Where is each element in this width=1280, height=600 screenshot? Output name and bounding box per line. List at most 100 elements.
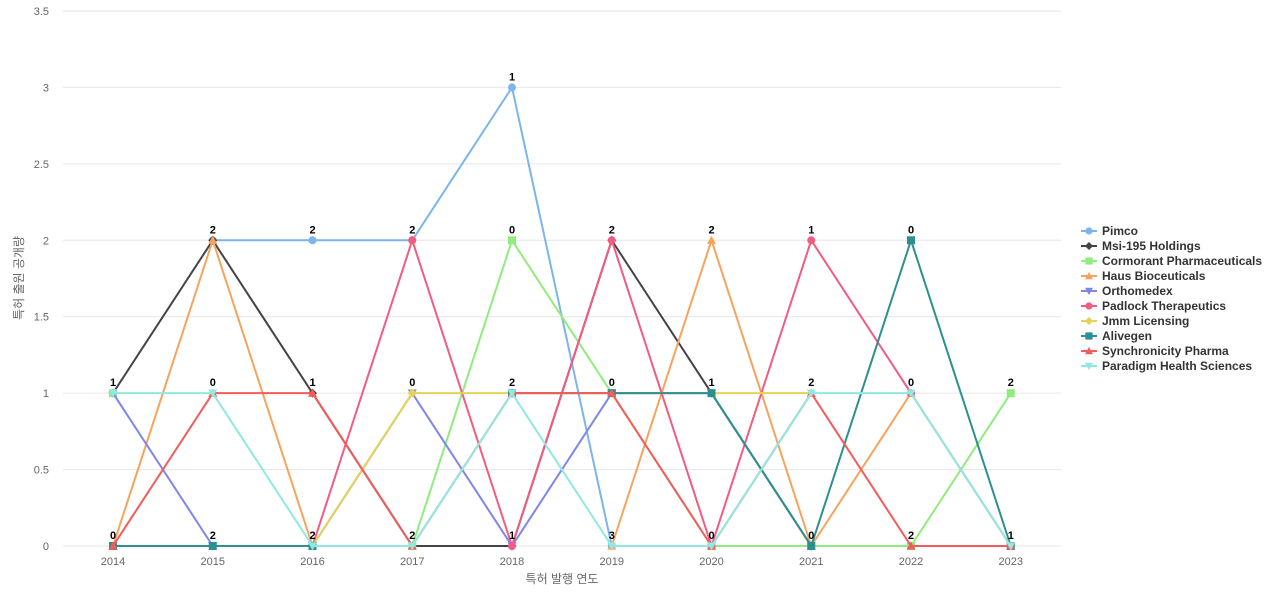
data-label: 2 xyxy=(808,377,814,389)
legend-label: Haus Bioceuticals xyxy=(1102,269,1206,283)
data-point xyxy=(308,542,317,551)
data-point xyxy=(407,388,417,398)
legend-symbol xyxy=(1084,287,1094,296)
data-label: 0 xyxy=(210,377,216,389)
data-point xyxy=(508,236,516,245)
data-point xyxy=(607,236,616,245)
data-point xyxy=(906,389,916,398)
y-tick-label: 0.5 xyxy=(34,465,49,477)
legend-symbol xyxy=(1084,316,1094,326)
legend-label: Cormorant Pharmaceuticals xyxy=(1102,254,1262,268)
series-line xyxy=(113,392,1012,547)
x-tick-label: 2022 xyxy=(899,556,923,568)
data-point xyxy=(208,235,218,244)
data-label: 2 xyxy=(210,224,216,236)
data-point xyxy=(108,541,118,550)
data-label: 2 xyxy=(708,224,714,236)
x-tick-label: 2015 xyxy=(201,556,225,568)
data-point xyxy=(707,389,716,398)
x-tick-label: 2020 xyxy=(699,556,723,568)
data-point xyxy=(508,83,516,92)
data-label: 0 xyxy=(409,377,415,389)
legend-label: Paradigm Health Sciences xyxy=(1102,359,1252,373)
data-label: 2 xyxy=(309,530,315,542)
y-tick-label: 3.5 xyxy=(34,6,49,18)
x-tick-label: 2014 xyxy=(101,556,125,568)
legend-item[interactable]: Pimco xyxy=(1081,224,1138,238)
data-label: 2 xyxy=(509,377,515,389)
data-point xyxy=(906,541,916,550)
data-point xyxy=(408,236,417,245)
legend-item[interactable]: Haus Bioceuticals xyxy=(1081,269,1206,283)
legend-item[interactable]: Padlock Therapeutics xyxy=(1081,299,1226,313)
legend-label: Padlock Therapeutics xyxy=(1102,299,1226,313)
series-8 xyxy=(108,388,1016,550)
legend-item[interactable]: Orthomedex xyxy=(1081,284,1173,298)
grid xyxy=(63,10,1061,547)
x-tick-label: 2021 xyxy=(799,556,823,568)
legend-symbol xyxy=(1084,271,1094,280)
data-label: 1 xyxy=(509,530,515,542)
y-tick-label: 2.5 xyxy=(34,159,49,171)
data-point xyxy=(1006,389,1015,398)
x-tick-label: 2017 xyxy=(400,556,424,568)
data-label: 1 xyxy=(808,224,814,236)
data-label: 0 xyxy=(509,224,515,236)
data-label: 2 xyxy=(309,224,315,236)
data-point xyxy=(607,388,617,397)
y-tick-label: 3 xyxy=(43,82,49,94)
data-label: 0 xyxy=(908,224,914,236)
data-point xyxy=(308,388,317,397)
x-axis-title: 특허 발행 연도 xyxy=(526,571,599,586)
legend-item[interactable]: Alivegen xyxy=(1081,329,1152,343)
data-label: 1 xyxy=(509,71,515,83)
x-tick-label: 2023 xyxy=(999,556,1023,568)
data-label: 2 xyxy=(1008,377,1014,389)
y-tick-label: 1.5 xyxy=(34,312,49,324)
series-line xyxy=(112,392,1011,547)
data-label: 3 xyxy=(609,530,615,542)
legend-item[interactable]: Cormorant Pharmaceuticals xyxy=(1081,254,1262,268)
legend-label: Alivegen xyxy=(1102,329,1152,343)
data-point xyxy=(806,389,816,398)
legend-symbol xyxy=(1085,257,1093,265)
plot-area xyxy=(108,83,1016,551)
data-label: 1 xyxy=(1008,530,1014,542)
legend-symbol xyxy=(1085,302,1093,310)
series-line xyxy=(112,239,813,547)
data-point xyxy=(208,542,217,550)
data-point xyxy=(707,542,716,551)
data-point xyxy=(807,236,816,245)
data-label: 0 xyxy=(708,530,714,542)
legend-symbol xyxy=(1084,241,1094,251)
data-point xyxy=(607,542,617,551)
y-tick-label: 1 xyxy=(43,388,49,400)
data-label: 2 xyxy=(908,530,914,542)
data-label: 0 xyxy=(110,530,116,542)
data-point xyxy=(508,542,516,550)
data-label: 2 xyxy=(609,224,615,236)
legend-item[interactable]: Synchronicity Pharma xyxy=(1081,344,1229,358)
legend-symbol xyxy=(1084,362,1094,371)
legend-item[interactable]: Paradigm Health Sciences xyxy=(1081,359,1252,373)
y-tick-label: 0 xyxy=(43,541,49,553)
data-label: 1 xyxy=(708,377,714,389)
legend-item[interactable]: Jmm Licensing xyxy=(1081,314,1189,328)
legend-item[interactable]: Msi-195 Holdings xyxy=(1081,239,1201,253)
x-tick-label: 2016 xyxy=(300,556,324,568)
axes: 특허 발행 연도 특허 출원 공개량 0 0.5 1 1.5 2 2.5 3 3.5 2014 2… xyxy=(12,6,1023,586)
data-point xyxy=(108,389,118,398)
y-axis-title: 특허 출원 공개량 xyxy=(12,236,26,320)
data-point xyxy=(507,389,517,398)
legend-symbol xyxy=(1084,346,1094,355)
legend-label: Msi-195 Holdings xyxy=(1102,239,1201,253)
x-tick-label: 2018 xyxy=(500,556,524,568)
data-label: 0 xyxy=(908,377,914,389)
data-label: 0 xyxy=(609,377,615,389)
data-label: 1 xyxy=(110,377,116,389)
data-label: 2 xyxy=(210,530,216,542)
legend-label: Synchronicity Pharma xyxy=(1102,344,1229,358)
data-label: 0 xyxy=(808,530,814,542)
